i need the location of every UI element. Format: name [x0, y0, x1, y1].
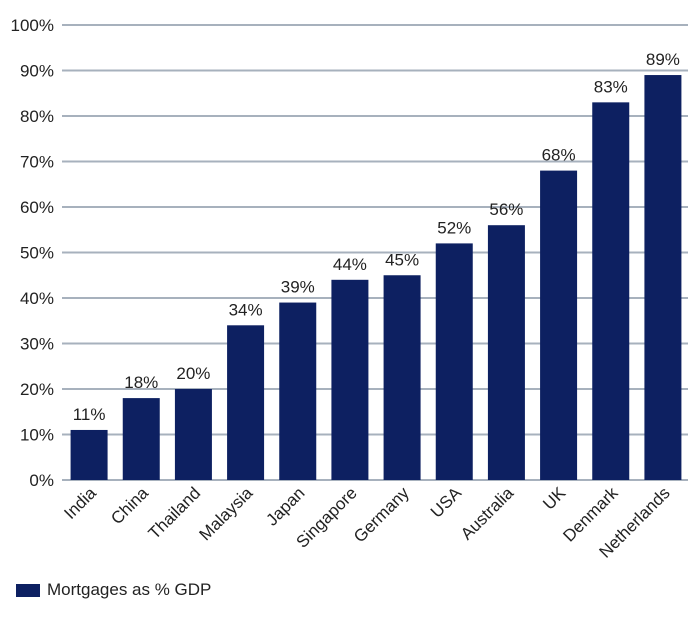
bar-japan — [279, 302, 317, 480]
data-label-usa: 52% — [437, 218, 471, 237]
bar-uk — [540, 170, 578, 480]
bar-singapore — [331, 279, 369, 480]
y-tick-label: 30% — [20, 335, 54, 354]
y-tick-label: 90% — [20, 62, 54, 81]
bar-usa — [435, 243, 473, 480]
data-label-australia: 56% — [489, 200, 523, 219]
y-tick-label: 0% — [29, 471, 54, 490]
x-tick-label-usa: USA — [427, 483, 466, 522]
data-label-japan: 39% — [281, 278, 315, 297]
bar-india — [70, 429, 108, 480]
bar-germany — [383, 275, 421, 480]
data-label-denmark: 83% — [594, 77, 628, 96]
data-label-china: 18% — [124, 373, 158, 392]
legend: Mortgages as % GDP — [16, 580, 211, 600]
y-tick-label: 20% — [20, 380, 54, 399]
y-tick-label: 10% — [20, 426, 54, 445]
x-tick-label-uk: UK — [539, 483, 570, 514]
legend-swatch — [16, 583, 40, 597]
data-label-thailand: 20% — [176, 364, 210, 383]
x-tick-label-malaysia: Malaysia — [196, 483, 257, 544]
data-label-germany: 45% — [385, 250, 419, 269]
x-tick-label-india: India — [60, 483, 100, 523]
bars — [70, 75, 682, 481]
y-tick-label: 40% — [20, 289, 54, 308]
bar-malaysia — [227, 325, 265, 480]
y-tick-label: 80% — [20, 107, 54, 126]
y-tick-label: 50% — [20, 244, 54, 263]
data-label-uk: 68% — [542, 146, 576, 165]
x-tick-label-japan: Japan — [262, 483, 308, 529]
data-labels: 11% 18% 20% 34% 39% 44% 45% 52% 56% 68% 83% 89% — [73, 50, 680, 424]
y-tick-label: 60% — [20, 198, 54, 217]
y-tick-label: 70% — [20, 153, 54, 172]
gridlines — [62, 24, 688, 481]
data-label-netherlands: 89% — [646, 50, 680, 69]
x-tick-label-australia: Australia — [457, 483, 518, 544]
x-tick-label-germany: Germany — [350, 483, 413, 546]
y-axis-tick-labels: 0% 10% 20% 30% 40% 50% 60% 70% 80% 90% 100% — [11, 16, 54, 490]
data-label-singapore: 44% — [333, 255, 367, 274]
bar-netherlands — [644, 75, 682, 481]
bar-australia — [487, 225, 525, 480]
data-label-malaysia: 34% — [229, 300, 263, 319]
bar-thailand — [174, 389, 212, 480]
legend-label: Mortgages as % GDP — [47, 580, 212, 599]
y-tick-label: 100% — [11, 16, 54, 35]
x-tick-label-thailand: Thailand — [145, 483, 205, 543]
data-label-india: 11% — [73, 405, 106, 424]
bar-denmark — [592, 102, 630, 480]
x-tick-label-china: China — [107, 483, 152, 528]
bar-china — [122, 398, 160, 480]
